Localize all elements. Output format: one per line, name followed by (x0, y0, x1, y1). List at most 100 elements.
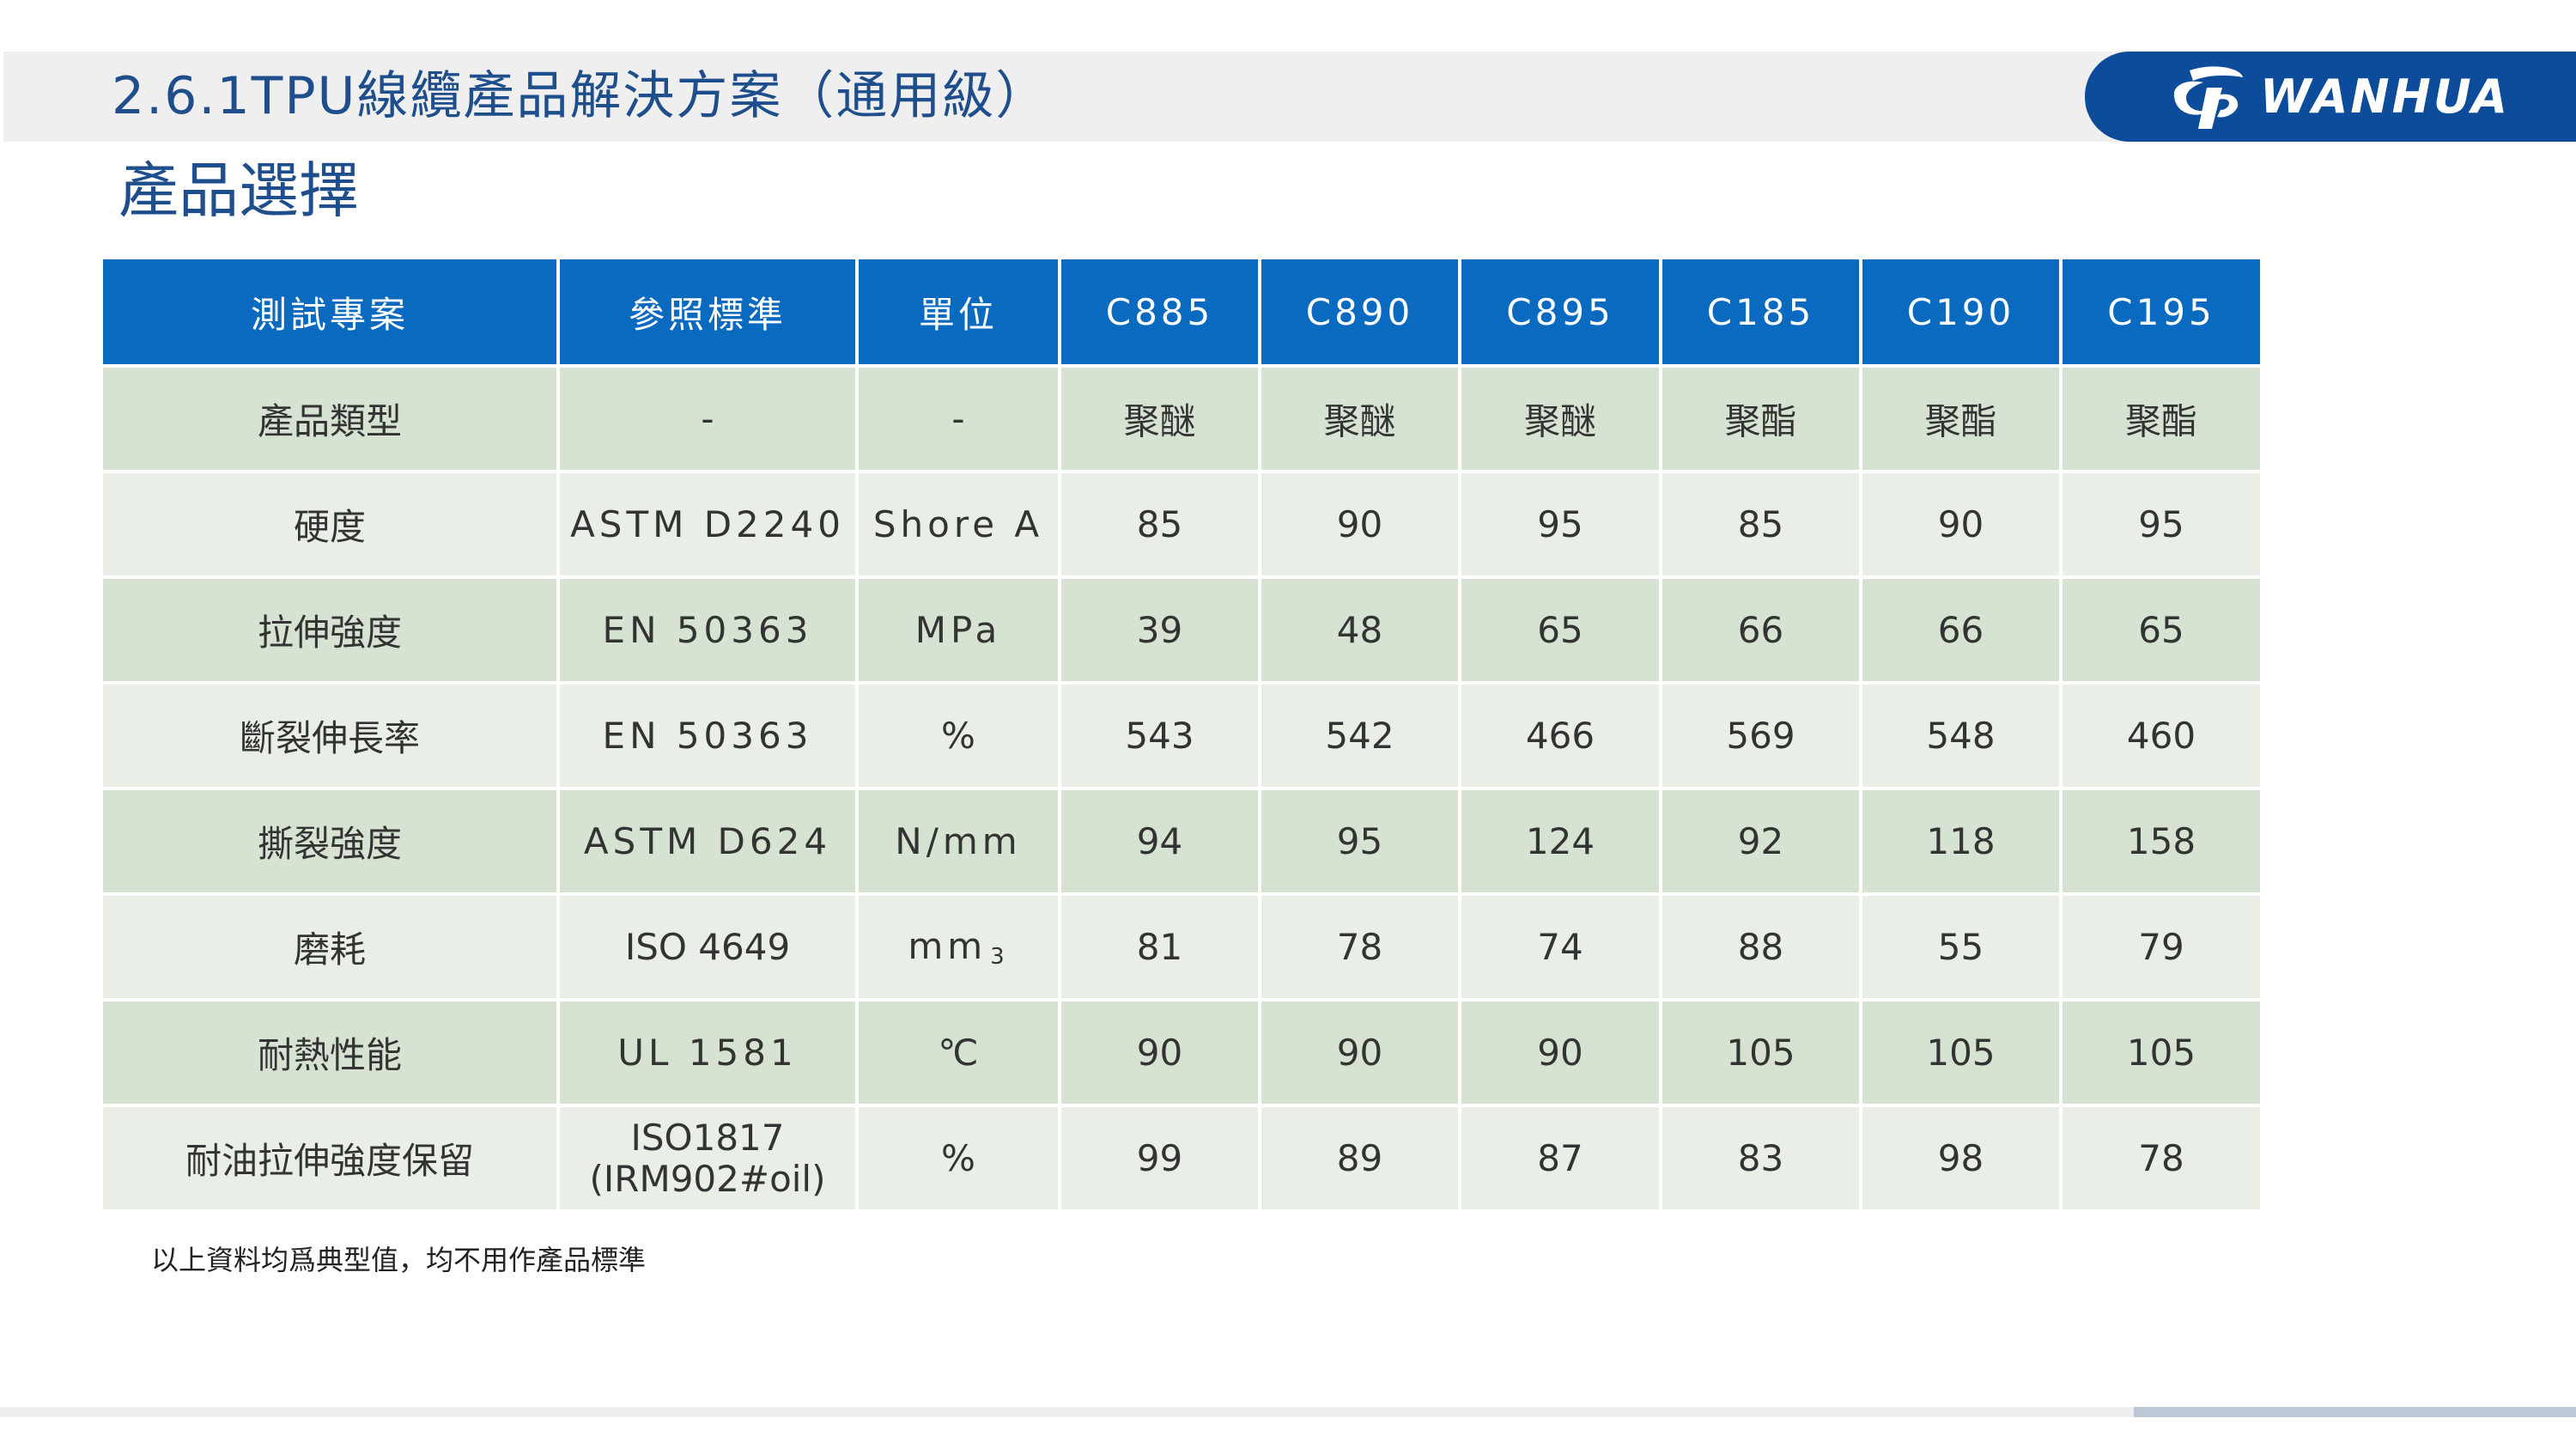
row-item: 磨耗 (100, 892, 560, 1002)
cell-value: 105 (1859, 998, 2063, 1107)
row-unit: MPa (855, 575, 1061, 685)
row-standard: ISO1817 (IRM902#oil) (556, 1104, 859, 1213)
row-unit: Shore A (855, 470, 1061, 579)
column-header: C890 (1258, 256, 1461, 368)
cell-value: 聚醚 (1058, 364, 1261, 473)
table-header-row: 測試專案 參照標準 單位 C885 C890 C895 C185 C190 C1… (100, 256, 2263, 368)
row-item: 耐油拉伸強度保留 (100, 1104, 560, 1213)
row-standard: ISO 4649 (556, 892, 859, 1002)
cell-value: 90 (1258, 470, 1461, 579)
cell-value: 548 (1859, 681, 2063, 790)
wanhua-logo-icon (2173, 66, 2243, 129)
table-row: 撕裂強度 ASTM D624 N/mm 94 95 124 92 118 158 (100, 787, 2263, 896)
bottom-divider-accent (2134, 1407, 2576, 1417)
row-unit: % (855, 1104, 1061, 1213)
row-standard: UL 1581 (556, 998, 859, 1107)
cell-value: 39 (1058, 575, 1261, 685)
column-header: 參照標準 (556, 256, 859, 368)
product-spec-table: 測試專案 參照標準 單位 C885 C890 C895 C185 C190 C1… (100, 256, 2263, 1213)
cell-value: 83 (1659, 1104, 1862, 1213)
cell-value: 88 (1659, 892, 1862, 1002)
cell-value: 74 (1458, 892, 1662, 1002)
column-header: C195 (2059, 256, 2263, 368)
cell-value: 543 (1058, 681, 1261, 790)
cell-value: 94 (1058, 787, 1261, 896)
cell-value: 85 (1659, 470, 1862, 579)
cell-value: 聚酯 (2059, 364, 2263, 473)
cell-value: 78 (2059, 1104, 2263, 1213)
cell-value: 65 (1458, 575, 1662, 685)
column-header: C895 (1458, 256, 1662, 368)
footnote: 以上資料均爲典型值，均不用作產品標準 (151, 1244, 647, 1276)
cell-value: 90 (1258, 998, 1461, 1107)
cell-value: 92 (1659, 787, 1862, 896)
section-subtitle: 產品選擇 (118, 155, 359, 226)
cell-value: 569 (1659, 681, 1862, 790)
cell-value: 79 (2059, 892, 2263, 1002)
cell-value: 95 (2059, 470, 2263, 579)
cell-value: 85 (1058, 470, 1261, 579)
row-item: 撕裂強度 (100, 787, 560, 896)
standard-line: (IRM902#oil) (589, 1157, 826, 1200)
cell-value: 90 (1458, 998, 1662, 1107)
row-unit: % (855, 681, 1061, 790)
row-standard: ASTM D624 (556, 787, 859, 896)
column-header: C885 (1058, 256, 1261, 368)
cell-value: 118 (1859, 787, 2063, 896)
column-header: C190 (1859, 256, 2063, 368)
row-unit: ℃ (855, 998, 1061, 1107)
column-header: 單位 (855, 256, 1061, 368)
cell-value: 158 (2059, 787, 2263, 896)
standard-line: ISO1817 (630, 1116, 785, 1159)
unit-text: mm (908, 924, 987, 967)
row-standard: - (556, 364, 859, 473)
cell-value: 542 (1258, 681, 1461, 790)
cell-value: 聚酯 (1859, 364, 2063, 473)
cell-value: 66 (1659, 575, 1862, 685)
row-standard: EN 50363 (556, 681, 859, 790)
column-header: 測試專案 (100, 256, 560, 368)
cell-value: 78 (1258, 892, 1461, 1002)
bottom-divider (0, 1407, 2576, 1417)
row-unit: N/mm (855, 787, 1061, 896)
cell-value: 48 (1258, 575, 1461, 685)
cell-value: 95 (1458, 470, 1662, 579)
table-row: 產品類型 - - 聚醚 聚醚 聚醚 聚酯 聚酯 聚酯 (100, 364, 2263, 473)
table-row: 硬度 ASTM D2240 Shore A 85 90 95 85 90 95 (100, 470, 2263, 579)
cell-value: 聚醚 (1458, 364, 1662, 473)
row-item: 斷裂伸長率 (100, 681, 560, 790)
row-standard: EN 50363 (556, 575, 859, 685)
table-row: 耐油拉伸強度保留 ISO1817 (IRM902#oil) % 99 89 87 … (100, 1104, 2263, 1213)
table-row: 拉伸強度 EN 50363 MPa 39 48 65 66 66 65 (100, 575, 2263, 685)
row-item: 耐熱性能 (100, 998, 560, 1107)
brand-logo: WANHUA (2085, 52, 2576, 142)
cell-value: 聚酯 (1659, 364, 1862, 473)
cell-value: 81 (1058, 892, 1261, 1002)
cell-value: 466 (1458, 681, 1662, 790)
row-unit: mm 3 (855, 892, 1061, 1002)
cell-value: 90 (1859, 470, 2063, 579)
cell-value: 460 (2059, 681, 2263, 790)
cell-value: 124 (1458, 787, 1662, 896)
cell-value: 89 (1258, 1104, 1461, 1213)
table-row: 斷裂伸長率 EN 50363 % 543 542 466 569 548 460 (100, 681, 2263, 790)
brand-name: WANHUA (2260, 70, 2511, 124)
cell-value: 98 (1859, 1104, 2063, 1213)
row-standard: ASTM D2240 (556, 470, 859, 579)
page-title: 2.6.1TPU線纜產品解決方案（通用級） (112, 66, 1049, 126)
cell-value: 105 (1659, 998, 1862, 1107)
table-row: 磨耗 ISO 4649 mm 3 81 78 74 88 55 79 (100, 892, 2263, 1002)
cell-value: 95 (1258, 787, 1461, 896)
cell-value: 90 (1058, 998, 1261, 1107)
row-unit: - (855, 364, 1061, 473)
cell-value: 55 (1859, 892, 2063, 1002)
cell-value: 聚醚 (1258, 364, 1461, 473)
cell-value: 87 (1458, 1104, 1662, 1213)
table-row: 耐熱性能 UL 1581 ℃ 90 90 90 105 105 105 (100, 998, 2263, 1107)
cell-value: 66 (1859, 575, 2063, 685)
row-item: 產品類型 (100, 364, 560, 473)
cell-value: 99 (1058, 1104, 1261, 1213)
column-header: C185 (1659, 256, 1862, 368)
unit-superscript: 3 (990, 943, 1009, 970)
cell-value: 105 (2059, 998, 2263, 1107)
